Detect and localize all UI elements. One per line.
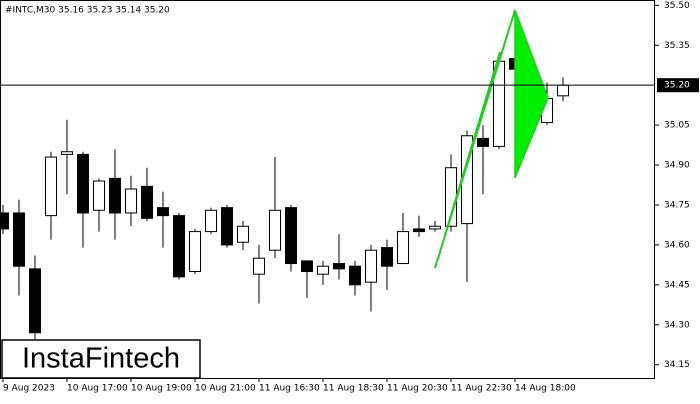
y-tick-label: 34.15 — [664, 360, 690, 370]
y-tick-label: 35.35 — [664, 41, 690, 51]
candle-body — [189, 231, 201, 273]
y-tick-label: 34.90 — [664, 161, 690, 171]
price-label: 35.20 — [664, 81, 690, 91]
candle-body — [413, 228, 425, 233]
candle-body — [269, 209, 281, 251]
candle-body — [557, 84, 569, 97]
candle-body — [109, 177, 121, 214]
candle-body — [365, 249, 377, 283]
candle-body — [13, 212, 25, 267]
candle-body — [93, 180, 105, 211]
candle-body — [477, 137, 489, 147]
candle-body — [173, 215, 185, 278]
watermark: InstaFintech — [22, 343, 180, 375]
pennant-flag — [514, 9, 549, 179]
candle-body — [429, 225, 441, 230]
candle-body — [221, 207, 233, 246]
chart-title: #INTC,M30 35.16 35.23 35.14 35.20 — [5, 6, 170, 16]
y-tick-label: 35.05 — [664, 121, 690, 131]
y-tick-label: 34.60 — [664, 240, 690, 250]
candle-body — [333, 263, 345, 270]
candle-body — [285, 207, 297, 265]
y-tick-label: 34.45 — [664, 280, 690, 290]
candle-body — [381, 247, 393, 267]
pennant-pole — [444, 51, 501, 236]
candle-body — [205, 209, 217, 233]
plot-frame — [0, 0, 655, 379]
candle-body — [253, 257, 265, 275]
x-tick-label: 10 Aug 17:00 — [67, 384, 128, 394]
price-label-box — [657, 78, 699, 93]
watermark-box — [1, 339, 201, 379]
candle-body — [349, 265, 361, 286]
candle-body — [317, 265, 329, 275]
candle-body — [77, 153, 89, 214]
y-tick-label: 34.75 — [664, 200, 690, 210]
candle-body — [141, 185, 153, 219]
x-tick-label: 11 Aug 18:30 — [323, 384, 384, 394]
candles — [0, 10, 569, 347]
y-tick-label: 34.30 — [664, 320, 690, 330]
x-tick-label: 10 Aug 19:00 — [131, 384, 192, 394]
candle-body — [237, 225, 249, 243]
x-tick-label: 11 Aug 22:30 — [451, 384, 512, 394]
candle-body — [397, 231, 409, 265]
candle-body — [157, 207, 169, 217]
x-tick-label: 9 Aug 2023 — [3, 384, 55, 394]
x-tick-label: 11 Aug 20:30 — [387, 384, 448, 394]
candle-body — [301, 260, 313, 273]
candle-body — [45, 156, 57, 217]
x-tick-label: 14 Aug 18:00 — [515, 384, 576, 394]
candle-body — [61, 151, 73, 155]
candle-body — [0, 212, 9, 230]
x-tick-label: 10 Aug 21:00 — [195, 384, 256, 394]
x-tick-label: 11 Aug 16:30 — [259, 384, 320, 394]
pennant-pattern — [434, 9, 549, 269]
candle-body — [29, 268, 41, 334]
candle-body — [125, 188, 137, 214]
y-tick-label: 35.50 — [664, 1, 690, 11]
